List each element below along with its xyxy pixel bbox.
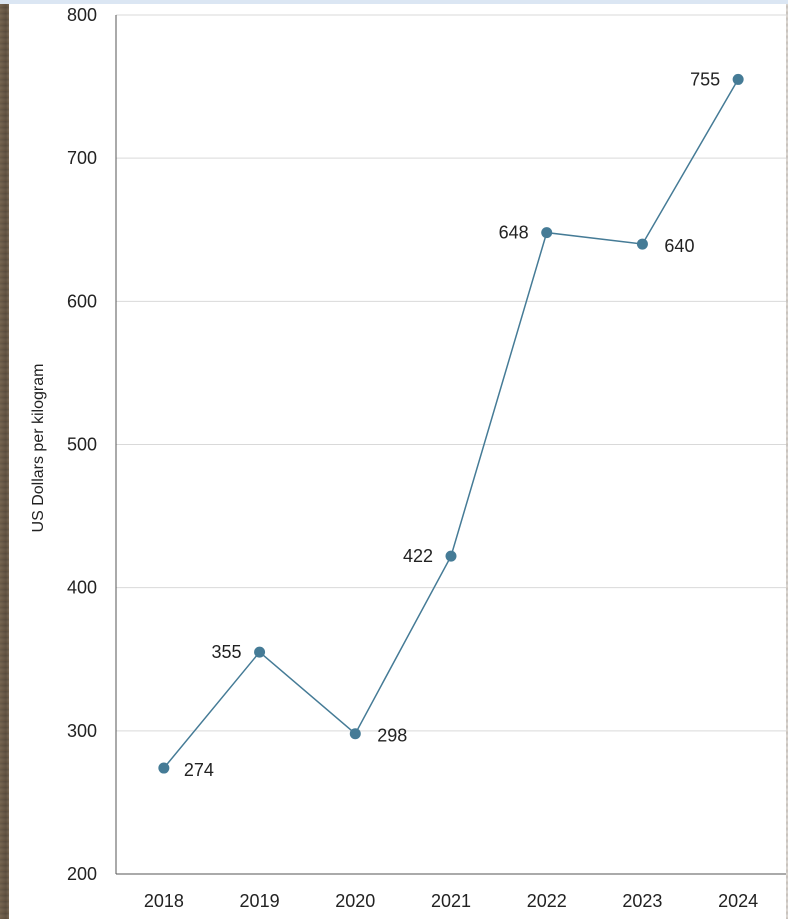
data-points: [158, 73, 744, 774]
data-label: 422: [403, 546, 433, 566]
data-label: 755: [690, 69, 720, 89]
y-tick-label: 300: [67, 721, 97, 741]
series-line: [163, 79, 739, 769]
data-labels: 274 355 298 422 648 640 755: [184, 69, 720, 780]
x-tick-label: 2018: [144, 891, 184, 911]
data-point: [254, 646, 266, 658]
x-tick-labels: 2018 2019 2020 2021 2022 2023 2024: [144, 891, 758, 911]
y-tick-label: 800: [67, 5, 97, 25]
series-polyline: [163, 79, 739, 769]
data-point: [349, 728, 361, 740]
y-tick-labels: 200 300 400 500 600 700 800: [67, 5, 97, 884]
axes: [115, 15, 786, 875]
data-label: 274: [184, 760, 214, 780]
data-point: [732, 73, 744, 85]
data-label: 355: [212, 642, 242, 662]
y-tick-label: 700: [67, 148, 97, 168]
y-tick-label: 400: [67, 578, 97, 598]
y-tick-label: 200: [67, 864, 97, 884]
data-label: 648: [499, 223, 529, 243]
data-point: [158, 762, 170, 774]
y-axis-title: US Dollars per kilogram: [30, 364, 47, 533]
x-tick-label: 2024: [718, 891, 758, 911]
window-top-strip: [0, 0, 788, 4]
data-label: 640: [664, 236, 694, 256]
data-point: [445, 550, 457, 562]
x-tick-label: 2023: [622, 891, 662, 911]
data-label: 298: [377, 726, 407, 746]
x-tick-label: 2019: [240, 891, 280, 911]
y-tick-label: 500: [67, 435, 97, 455]
gridlines: [116, 14, 786, 732]
data-point: [541, 227, 553, 239]
y-tick-label: 600: [67, 291, 97, 311]
x-tick-label: 2020: [335, 891, 375, 911]
x-tick-label: 2022: [527, 891, 567, 911]
data-point: [636, 238, 648, 250]
x-tick-label: 2021: [431, 891, 471, 911]
chart-panel: [9, 4, 786, 919]
